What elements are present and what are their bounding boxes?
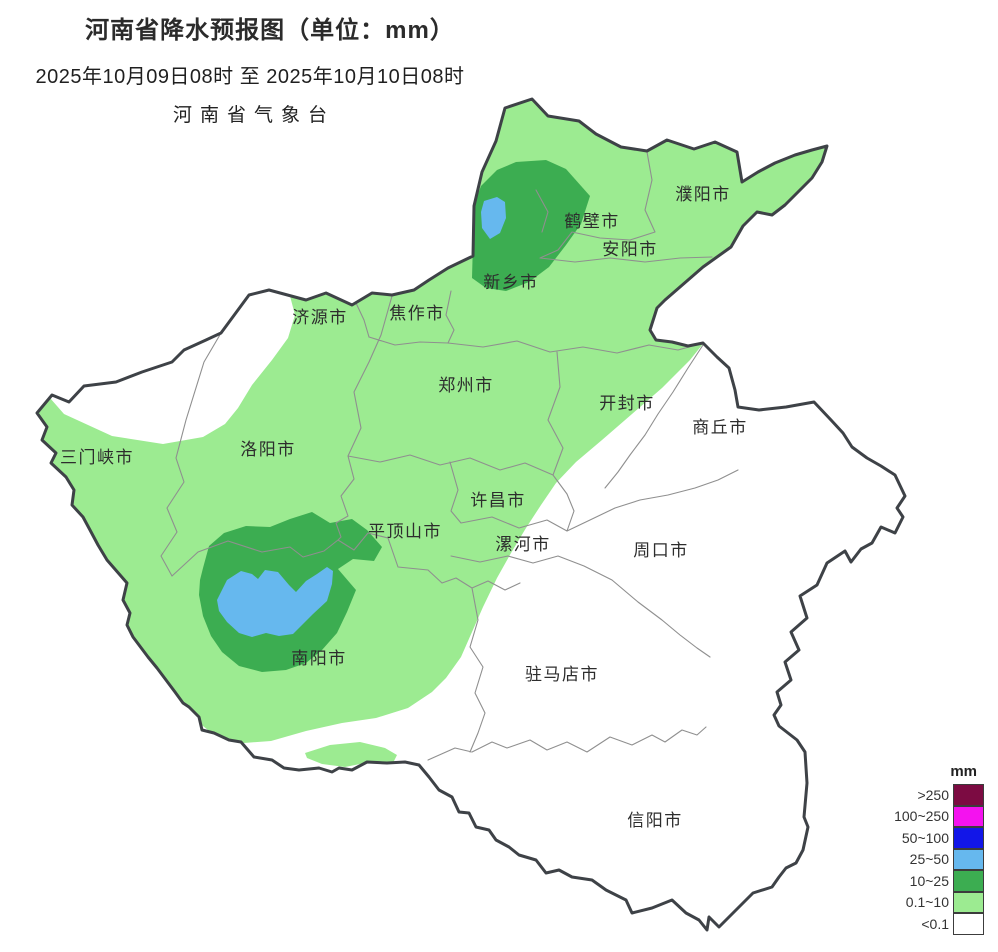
city-label: 濮阳市: [675, 185, 731, 204]
legend-range-label: 100~250: [894, 808, 949, 825]
city-label: 洛阳市: [240, 440, 296, 459]
legend-item: 100~250: [894, 805, 984, 827]
city-label: 平顶山市: [368, 522, 442, 541]
city-label: 商丘市: [692, 418, 748, 437]
legend-item: 0.1~10: [894, 891, 984, 913]
legend-item: 10~25: [894, 870, 984, 892]
page-title: 河南省降水预报图（单位：mm）: [85, 17, 455, 44]
city-label: 三门峡市: [60, 448, 134, 467]
legend: mm >250 100~250 50~100 25~50 10~25 0.1~10 <0.1: [894, 763, 984, 935]
city-label: 新乡市: [483, 273, 539, 292]
legend-swatch: [953, 784, 984, 806]
city-label: 周口市: [633, 541, 689, 560]
legend-swatch: [953, 848, 984, 870]
legend-item: 50~100: [894, 827, 984, 849]
province-outline: [35, 97, 907, 932]
city-label: 焦作市: [389, 304, 445, 323]
legend-swatch: [953, 870, 984, 892]
legend-range-label: 25~50: [909, 851, 949, 868]
legend-range-label: 50~100: [901, 829, 949, 846]
rain-zone-25-50-north: [481, 197, 506, 239]
rain-zone-01-10-south-patch: [305, 742, 397, 767]
legend-item: <0.1: [894, 913, 984, 935]
city-label: 郑州市: [438, 376, 494, 395]
legend-range-label: 0.1~10: [905, 894, 949, 911]
legend-swatch: [953, 827, 984, 849]
legend-unit-label: mm: [950, 763, 977, 780]
city-label: 安阳市: [602, 240, 658, 259]
rain-zone-25-50-southwest: [217, 567, 333, 637]
legend-range-label: <0.1: [921, 915, 949, 932]
legend-item: >250: [894, 784, 984, 806]
issuing-agency: 河南省气象台: [172, 104, 335, 126]
legend-rows: >250 100~250 50~100 25~50 10~25 0.1~10 <0.1: [894, 784, 984, 935]
city-label: 信阳市: [627, 811, 683, 830]
rain-zone-10-25-north: [472, 160, 590, 291]
legend-swatch: [953, 891, 984, 913]
city-label: 鹤壁市: [564, 212, 620, 231]
forecast-date-range: 2025年10月09日08时 至 2025年10月10日08时: [35, 66, 465, 88]
city-label: 许昌市: [470, 491, 526, 510]
city-boundaries: [160, 151, 739, 761]
city-label: 漯河市: [495, 535, 551, 554]
legend-range-label: >250: [917, 786, 949, 803]
city-label: 开封市: [599, 394, 655, 413]
city-label: 南阳市: [291, 649, 347, 668]
rain-zone-below-01-northwest-band: [50, 288, 295, 444]
legend-item: 25~50: [894, 848, 984, 870]
city-label: 济源市: [292, 308, 348, 327]
city-label: 驻马店市: [525, 665, 599, 684]
legend-swatch: [953, 913, 984, 935]
map-header: 河南省降水预报图（单位：mm） 2025年10月09日08时 至 2025年10…: [0, 10, 500, 127]
legend-swatch: [953, 805, 984, 827]
legend-range-label: 10~25: [909, 872, 949, 889]
